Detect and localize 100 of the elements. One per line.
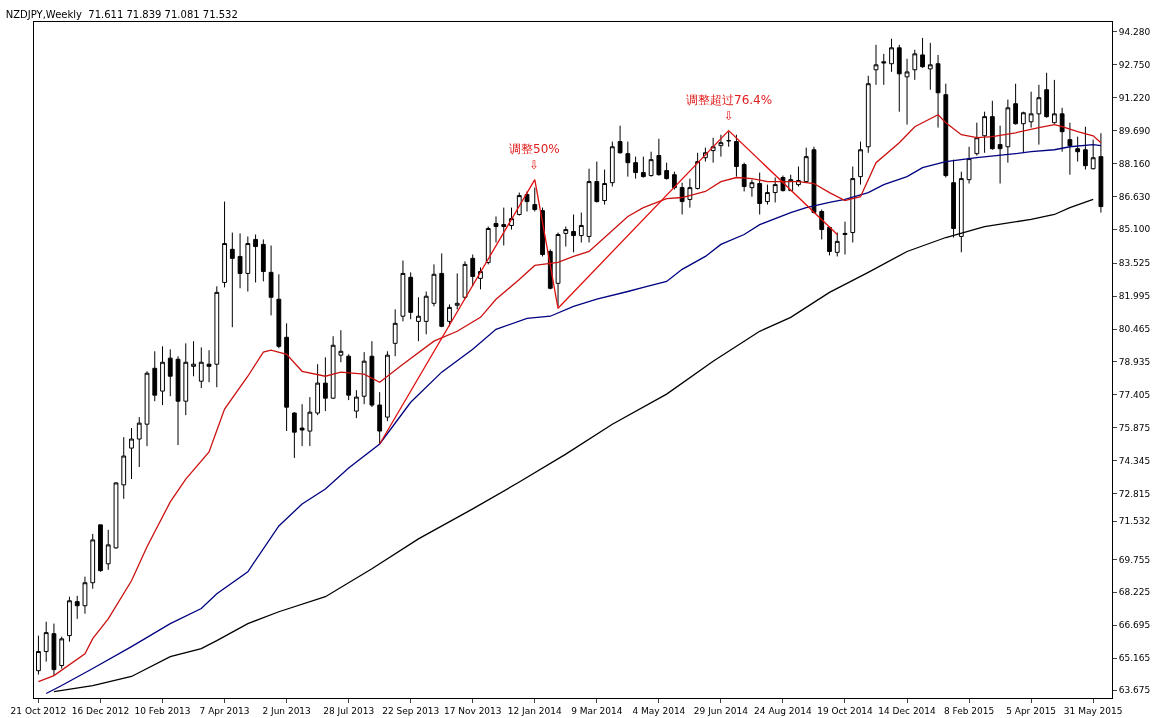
candlestick <box>710 137 716 164</box>
candlestick <box>811 146 817 214</box>
candlestick <box>726 131 732 148</box>
candlestick <box>454 272 460 310</box>
y-tick-label: 77.405 <box>1118 389 1151 400</box>
candlestick <box>299 403 305 447</box>
candlestick <box>1020 111 1026 154</box>
candlestick <box>943 83 949 178</box>
line-series <box>379 129 838 445</box>
candlestick <box>555 232 561 307</box>
x-tick-label: 9 Mar 2014 <box>571 705 623 716</box>
candlestick <box>656 138 662 177</box>
candlestick <box>385 350 390 422</box>
candlestick <box>850 166 856 243</box>
y-tick-label: 89.690 <box>1118 125 1151 136</box>
candlestick <box>361 351 367 405</box>
candlestick <box>245 235 251 292</box>
candlestick <box>206 349 212 383</box>
candlestick <box>229 232 235 328</box>
y-tick-label: 86.630 <box>1118 191 1151 202</box>
candlestick <box>276 273 282 349</box>
candlestick <box>617 125 623 155</box>
candlestick <box>284 322 289 432</box>
candlestick <box>501 207 507 246</box>
x-tick-label: 8 Feb 2015 <box>943 705 995 716</box>
candlestick <box>447 303 452 327</box>
candlestick <box>1005 99 1011 164</box>
candlestick <box>625 141 631 178</box>
y-tick-label: 78.935 <box>1118 357 1151 368</box>
candlestick <box>191 340 196 377</box>
x-tick-label: 12 Jan 2014 <box>507 705 563 716</box>
candlestick <box>439 252 445 328</box>
candlestick <box>563 226 569 248</box>
candlestick <box>291 411 297 459</box>
candlestick <box>462 260 468 300</box>
candlestick <box>198 346 204 389</box>
candlestick <box>741 162 747 192</box>
candlestick <box>431 263 437 307</box>
y-tick-label: 69.755 <box>1118 554 1151 565</box>
candlestick <box>594 161 600 203</box>
candlestick <box>183 342 189 416</box>
y-tick-label: 66.695 <box>1118 620 1151 631</box>
candlestick <box>493 215 499 243</box>
x-tick-label: 29 Jun 2014 <box>693 705 749 716</box>
candlestick <box>671 171 677 191</box>
candlestick <box>749 179 755 198</box>
candlestick <box>648 151 654 178</box>
candlestick <box>935 54 941 129</box>
x-tick-label: 14 Dec 2014 <box>878 705 937 716</box>
candlestick <box>1059 107 1065 153</box>
candlestick <box>889 38 894 73</box>
candlestick <box>377 391 383 445</box>
candlestick <box>1013 83 1019 126</box>
candlestick <box>136 416 142 468</box>
candlestick <box>1051 79 1057 125</box>
candlestick <box>268 244 274 316</box>
candlestick <box>664 162 670 181</box>
candlestick <box>982 111 987 154</box>
candlestick <box>315 363 321 416</box>
candlestick <box>989 100 995 151</box>
candlestick <box>873 44 879 86</box>
y-tick-label: 81.995 <box>1118 291 1151 302</box>
y-tick-label: 74.345 <box>1118 455 1151 466</box>
candlestick <box>578 212 584 243</box>
candlestick <box>765 184 770 206</box>
candlestick <box>98 524 103 573</box>
y-tick-label: 85.100 <box>1118 224 1151 235</box>
candlestick <box>416 296 421 342</box>
annotation: 调整50% ⇩ <box>509 142 560 172</box>
y-tick-label: 92.750 <box>1118 59 1151 70</box>
candlestick <box>307 396 313 447</box>
candlestick <box>82 576 88 615</box>
candlestick <box>167 348 173 397</box>
x-tick-label: 28 Jul 2013 <box>323 705 375 716</box>
x-tick-label: 31 May 2015 <box>1063 705 1123 716</box>
candlestick <box>1028 91 1034 129</box>
y-tick-label: 91.220 <box>1118 92 1151 103</box>
candlestick <box>609 141 615 188</box>
y-tick-label: 80.465 <box>1118 324 1151 335</box>
candlestick <box>152 350 158 402</box>
candlestick <box>858 141 863 186</box>
candlestick <box>827 226 832 256</box>
x-tick-label: 16 Dec 2012 <box>71 705 130 716</box>
candlestick <box>222 201 227 288</box>
candlestick <box>113 481 119 550</box>
x-tick-label: 22 Sep 2013 <box>382 705 440 716</box>
candlestick <box>679 182 685 215</box>
candlestick <box>175 355 181 446</box>
candlestick <box>485 226 491 265</box>
candlestick <box>470 254 476 287</box>
candlestick <box>43 621 49 663</box>
candlestick <box>912 49 918 81</box>
x-tick-label: 24 Aug 2014 <box>754 705 813 716</box>
candlestick <box>997 125 1003 185</box>
candlestick <box>144 370 150 447</box>
candlestick <box>1075 136 1081 163</box>
candlestick <box>260 238 266 282</box>
candlestick <box>571 214 576 253</box>
candlestick <box>1067 122 1073 176</box>
candlestick <box>253 234 258 283</box>
